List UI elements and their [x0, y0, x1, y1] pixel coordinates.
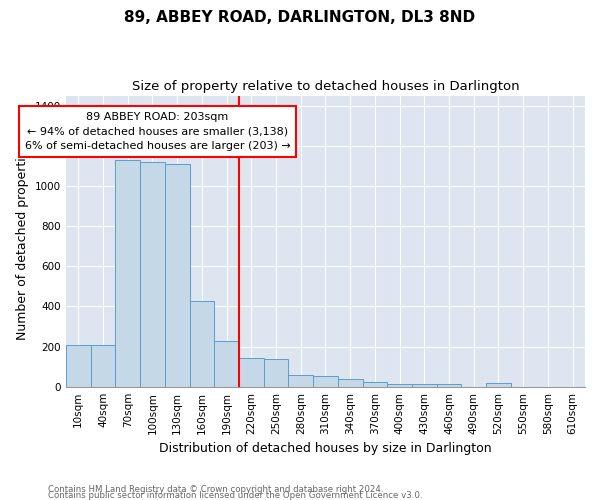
Title: Size of property relative to detached houses in Darlington: Size of property relative to detached ho… — [131, 80, 519, 93]
Bar — [289, 375, 313, 387]
Bar — [338, 379, 362, 387]
Bar — [486, 383, 511, 387]
Text: Contains HM Land Registry data © Crown copyright and database right 2024.: Contains HM Land Registry data © Crown c… — [48, 484, 383, 494]
Text: 89 ABBEY ROAD: 203sqm
← 94% of detached houses are smaller (3,138)
6% of semi-de: 89 ABBEY ROAD: 203sqm ← 94% of detached … — [25, 112, 290, 151]
Bar — [165, 164, 190, 387]
Text: 89, ABBEY ROAD, DARLINGTON, DL3 8ND: 89, ABBEY ROAD, DARLINGTON, DL3 8ND — [124, 10, 476, 25]
Y-axis label: Number of detached properties: Number of detached properties — [16, 142, 29, 340]
Bar — [66, 344, 91, 387]
Text: Contains public sector information licensed under the Open Government Licence v3: Contains public sector information licen… — [48, 490, 422, 500]
Bar — [412, 384, 437, 387]
Bar — [362, 382, 387, 387]
Bar — [140, 162, 165, 387]
Bar — [239, 358, 263, 387]
Bar — [115, 160, 140, 387]
Bar — [437, 384, 461, 387]
X-axis label: Distribution of detached houses by size in Darlington: Distribution of detached houses by size … — [159, 442, 492, 455]
Bar — [313, 376, 338, 387]
Bar — [91, 344, 115, 387]
Bar — [190, 302, 214, 387]
Bar — [263, 358, 289, 387]
Bar — [214, 340, 239, 387]
Bar — [387, 384, 412, 387]
